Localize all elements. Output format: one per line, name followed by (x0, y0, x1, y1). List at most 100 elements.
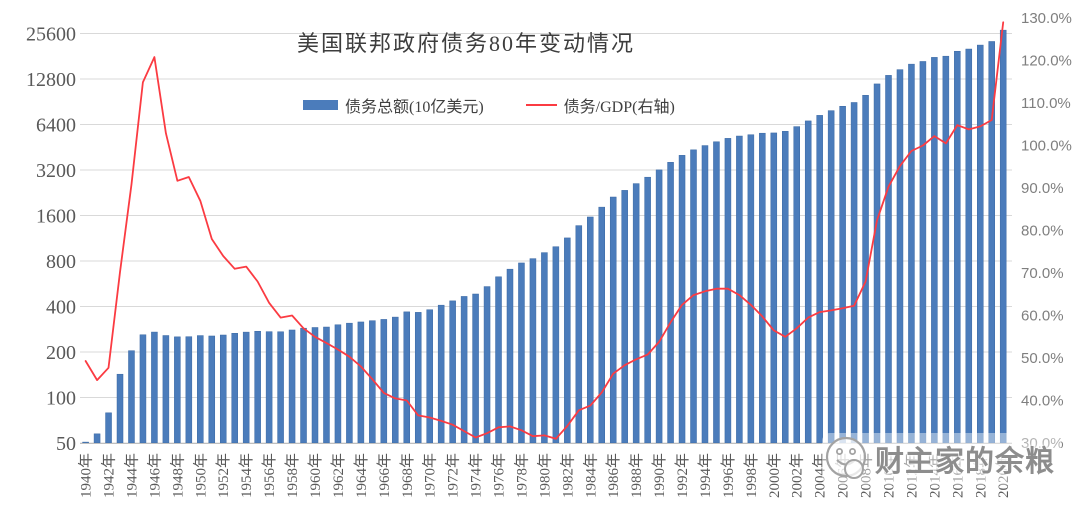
debt-bar-1942 (105, 412, 112, 444)
debt-bar-1998 (747, 134, 755, 444)
debt-bar-1972 (449, 300, 456, 444)
legend-bar-label: 债务总额(10亿美元) (345, 99, 484, 116)
debt-bar-2014 (931, 57, 938, 444)
x-axis-tick-label: 1944年 (123, 453, 140, 498)
debt-bar-1980 (541, 252, 548, 444)
debt-bar-2001 (782, 131, 789, 444)
left-axis-tick-label: 200 (46, 342, 76, 364)
debt-bar-1986 (609, 196, 617, 444)
left-axis-tick-label: 800 (46, 251, 76, 273)
x-axis-tick-label: 1986年 (605, 453, 622, 498)
debt-bar-1963 (346, 322, 353, 444)
debt-bar-1988 (632, 183, 640, 444)
right-axis-tick-label: 130.0% (1021, 10, 1072, 27)
debt-bar-1999 (759, 132, 766, 444)
debt-bar-1953 (231, 333, 238, 444)
debt-bar-1955 (254, 330, 261, 444)
x-axis-tick-label: 2018年 (972, 453, 989, 498)
x-axis-tick-label: 2012年 (903, 453, 920, 498)
debt-bar-1994 (701, 145, 709, 444)
debt-bar-2002 (793, 126, 800, 444)
debt-bar-1967 (392, 316, 399, 444)
legend-line-label: 债务/GDP(右轴) (563, 99, 675, 116)
debt-bar-1985 (598, 206, 605, 444)
debt-bar-2012 (908, 63, 915, 444)
debt-bar-1977 (506, 268, 514, 444)
debt-bar-1970 (426, 309, 433, 444)
x-axis-tick-label: 1940年 (78, 453, 95, 498)
debt-bar-1966 (380, 319, 388, 444)
right-axis-tick-label: 40.0% (1021, 393, 1064, 410)
debt-bar-1990 (655, 169, 663, 444)
x-axis-tick-label: 1992年 (674, 453, 691, 498)
debt-bar-1941 (93, 433, 101, 444)
debt-bar-1947 (162, 335, 170, 444)
left-axis-tick-label: 50 (56, 433, 76, 455)
debt-bar-2007 (850, 102, 858, 444)
left-axis-tick-label: 3200 (36, 160, 76, 182)
debt-bar-1976 (495, 276, 502, 444)
x-axis-tick-label: 1942年 (101, 453, 118, 498)
x-axis-tick-label: 1952年 (215, 453, 232, 498)
x-axis-tick-label: 2002年 (789, 453, 806, 498)
x-axis-tick-label: 1956年 (261, 453, 278, 498)
debt-bar-2010 (885, 75, 892, 444)
debt-bar-1958 (288, 329, 296, 444)
right-axis-tick-label: 90.0% (1021, 180, 1064, 197)
watermark-text: 财主家的余粮 (875, 446, 1056, 478)
debt-bar-2003 (804, 120, 812, 444)
debt-bar-1997 (736, 135, 743, 444)
debt-bar-1992 (678, 155, 686, 444)
x-axis-tick-label: 2014年 (926, 453, 943, 498)
debt-bar-2018 (977, 44, 984, 444)
debt-bar-1981 (552, 246, 560, 444)
x-axis-tick-label: 1982年 (559, 453, 576, 498)
x-axis-tick-label: 2020年 (995, 453, 1012, 498)
debt-bar-2004 (816, 115, 823, 444)
right-axis-tick-label: 60.0% (1021, 308, 1064, 325)
debt-bar-1943 (116, 373, 124, 444)
right-axis-tick-label: 50.0% (1021, 350, 1064, 367)
x-axis-tick-label: 1948年 (169, 453, 186, 498)
debt-bar-2006 (839, 105, 846, 444)
debt-bar-1948 (174, 336, 181, 444)
debt-bar-1959 (300, 327, 307, 444)
x-axis-tick-label: 1966年 (376, 453, 393, 498)
debt-bar-1949 (185, 336, 193, 444)
x-axis-tick-label: 1996年 (720, 453, 737, 498)
debt-bar-1946 (151, 331, 158, 444)
debt-bar-1984 (587, 216, 594, 444)
debt-bar-2009 (873, 83, 881, 444)
x-axis-tick-label: 1988年 (628, 453, 645, 498)
left-axis-tick-label: 25600 (26, 24, 76, 46)
debt-bar-1952 (219, 334, 227, 444)
debt-bar-1968 (403, 311, 411, 444)
chart-legend: 债务总额(10亿美元) 债务/GDP(右轴) (303, 93, 675, 117)
x-axis-tick-label: 1954年 (238, 453, 255, 498)
left-axis-tick-label: 6400 (36, 115, 76, 137)
debt-bar-1973 (460, 296, 468, 444)
chart-title: 美国联邦政府债务80年变动情况 (297, 31, 636, 56)
x-axis-tick-label: 1994年 (697, 453, 714, 498)
debt-bar-1956 (265, 331, 273, 444)
debt-bar-1982 (564, 237, 571, 444)
x-axis-tick-label: 2010年 (881, 453, 898, 498)
debt-gdp-line (84, 21, 1005, 440)
debt-bar-1991 (667, 162, 674, 444)
x-axis-tick-label: 2004年 (812, 453, 829, 498)
debt-bar-1950 (197, 335, 204, 444)
x-axis-tick-label: 1950年 (192, 453, 209, 498)
debt-bar-1995 (713, 141, 720, 444)
debt-bar-1940 (82, 441, 89, 444)
right-axis-tick-label: 70.0% (1021, 265, 1064, 282)
x-axis-tick-label: 1972年 (445, 453, 462, 498)
x-axis-tick-label: 1990年 (651, 453, 668, 498)
debt-bar-1954 (242, 331, 250, 444)
right-axis-tick-label: 80.0% (1021, 223, 1064, 240)
x-axis-tick-label: 1980年 (536, 453, 553, 498)
debt-bar-2020 (999, 29, 1007, 444)
x-axis-tick-label: 1974年 (468, 453, 485, 498)
debt-bar-2015 (942, 55, 950, 444)
